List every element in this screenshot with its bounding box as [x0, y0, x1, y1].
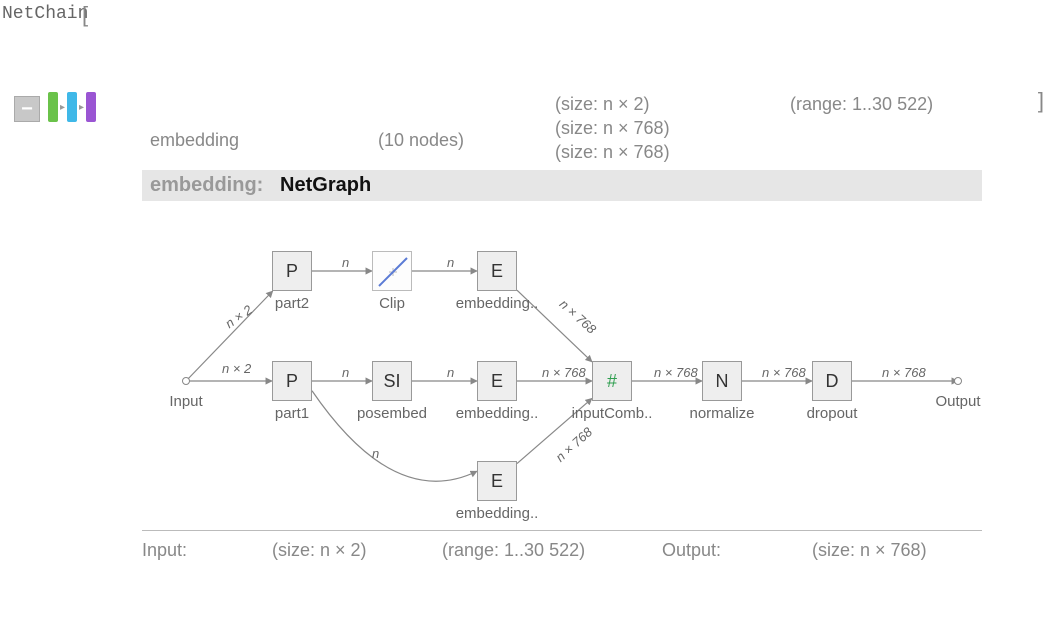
- output-port-label: Output: [928, 393, 988, 410]
- output-size-summary-1: (size: n × 768): [555, 118, 670, 139]
- node-label-embedding_mid: embedding..: [452, 405, 542, 422]
- node-label-embedding_top: embedding..: [452, 295, 542, 312]
- chain-bar-3: [86, 92, 96, 122]
- node-part2[interactable]: P: [272, 251, 312, 291]
- node-label-normalize: normalize: [677, 405, 767, 422]
- edge-label: n × 768: [542, 365, 586, 380]
- bracket-open: [: [82, 2, 88, 28]
- node-part1[interactable]: P: [272, 361, 312, 401]
- panel-prefix: embedding:: [150, 174, 263, 196]
- node-label-Clip: Clip: [347, 295, 437, 312]
- edge-label: n × 768: [553, 424, 596, 464]
- chain-arrow-icon: ▸: [60, 102, 65, 113]
- node-label-dropout: dropout: [787, 405, 877, 422]
- output-port: [954, 377, 962, 385]
- chain-arrow-icon: ▸: [79, 102, 84, 113]
- edge-label: n: [342, 365, 349, 380]
- node-label-embedding_bot: embedding..: [452, 505, 542, 522]
- node-embedding_top[interactable]: E: [477, 251, 517, 291]
- footer-input-label: Input:: [142, 540, 272, 561]
- chain-bar-1: [48, 92, 58, 122]
- node-embedding_bot[interactable]: E: [477, 461, 517, 501]
- edge-label: n: [447, 255, 454, 270]
- panel-divider: [142, 530, 982, 531]
- collapse-button[interactable]: −: [14, 96, 40, 122]
- footer-output-label: Output:: [662, 540, 812, 561]
- node-embedding_mid[interactable]: E: [477, 361, 517, 401]
- edge-label: n × 768: [762, 365, 806, 380]
- node-label-posembed: posembed: [347, 405, 437, 422]
- footer-output-size: (size: n × 768): [812, 540, 927, 561]
- panel-header: embedding: NetGraph: [142, 170, 982, 201]
- input-size-summary: (size: n × 2): [555, 94, 650, 115]
- edge-label: n × 768: [654, 365, 698, 380]
- edge-label: n × 768: [882, 365, 926, 380]
- input-port: [182, 377, 190, 385]
- input-range-summary: (range: 1..30 522): [790, 94, 933, 115]
- footer-input-range: (range: 1..30 522): [442, 540, 662, 561]
- node-Clip[interactable]: [372, 251, 412, 291]
- graph-canvas: Ppart2 Clip Eembedding.. Ppart1 SI posembed Ee…: [142, 201, 982, 531]
- node-posembed[interactable]: SI: [372, 361, 412, 401]
- edge-label: n × 2: [222, 302, 255, 331]
- edge-label: n: [447, 365, 454, 380]
- footer-row: Input: (size: n × 2) (range: 1..30 522) …: [142, 540, 982, 561]
- edge-label: n: [372, 446, 379, 461]
- node-label-part1: part1: [247, 405, 337, 422]
- netchain-glyph[interactable]: ▸ ▸: [48, 90, 108, 124]
- input-port-label: Input: [156, 393, 216, 410]
- layer-name: embedding: [150, 130, 239, 151]
- edge-label: n: [342, 255, 349, 270]
- panel-title: NetGraph: [280, 174, 371, 196]
- output-size-summary-2: (size: n × 768): [555, 142, 670, 163]
- node-inputcomb[interactable]: #: [592, 361, 632, 401]
- node-normalize[interactable]: N: [702, 361, 742, 401]
- netchain-label: NetChain: [2, 4, 88, 24]
- edge-label: n × 2: [222, 361, 251, 376]
- netgraph-panel: embedding: NetGraph Ppart2 Clip Eembedding…: [142, 170, 982, 531]
- chain-bar-2: [67, 92, 77, 122]
- footer-input-size: (size: n × 2): [272, 540, 442, 561]
- node-label-part2: part2: [247, 295, 337, 312]
- bracket-close: ]: [1038, 88, 1044, 114]
- node-dropout[interactable]: D: [812, 361, 852, 401]
- node-label-inputcomb: inputComb..: [567, 405, 657, 422]
- edge-label: n × 768: [557, 296, 600, 336]
- nodes-count: (10 nodes): [378, 130, 464, 151]
